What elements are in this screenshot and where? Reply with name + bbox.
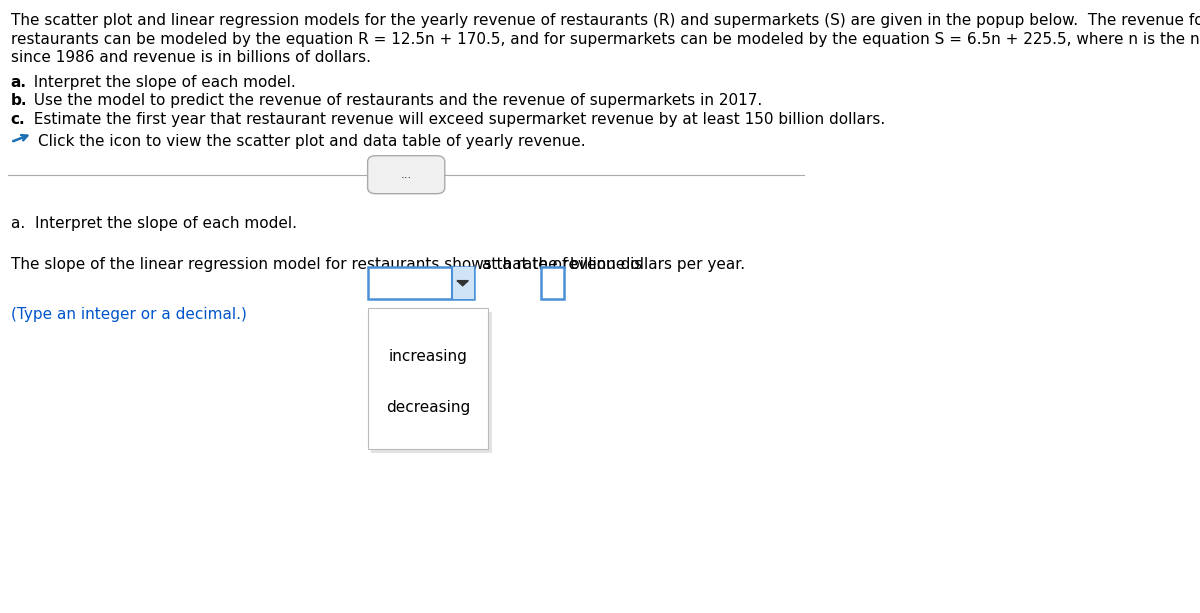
Text: a.  Interpret the slope of each model.: a. Interpret the slope of each model. — [11, 216, 296, 230]
FancyBboxPatch shape — [368, 267, 474, 299]
FancyBboxPatch shape — [368, 308, 488, 449]
Text: a.: a. — [11, 75, 26, 89]
Text: c.: c. — [11, 112, 25, 126]
FancyBboxPatch shape — [371, 312, 492, 453]
Text: increasing: increasing — [389, 349, 468, 364]
Text: The slope of the linear regression model for restaurants shows that the revenue : The slope of the linear regression model… — [11, 257, 642, 272]
Text: (Type an integer or a decimal.): (Type an integer or a decimal.) — [11, 306, 246, 321]
Polygon shape — [457, 281, 468, 286]
Text: Estimate the first year that restaurant revenue will exceed supermarket revenue : Estimate the first year that restaurant … — [24, 112, 886, 126]
Text: restaurants can be modeled by the equation R = 12.5n + 170.5, and for supermarke: restaurants can be modeled by the equati… — [11, 32, 1200, 47]
Text: b.: b. — [11, 93, 28, 108]
Text: Click the icon to view the scatter plot and data table of yearly revenue.: Click the icon to view the scatter plot … — [38, 134, 586, 148]
Text: billion dollars per year.: billion dollars per year. — [570, 257, 745, 272]
Text: decreasing: decreasing — [386, 400, 470, 414]
Text: The scatter plot and linear regression models for the yearly revenue of restaura: The scatter plot and linear regression m… — [11, 13, 1200, 28]
Text: at a rate of: at a rate of — [481, 257, 568, 272]
Text: Interpret the slope of each model.: Interpret the slope of each model. — [24, 75, 296, 89]
Text: Use the model to predict the revenue of restaurants and the revenue of supermark: Use the model to predict the revenue of … — [24, 93, 763, 108]
FancyBboxPatch shape — [541, 267, 564, 299]
FancyBboxPatch shape — [451, 267, 474, 299]
Text: ...: ... — [401, 168, 412, 181]
Text: since 1986 and revenue is in billions of dollars.: since 1986 and revenue is in billions of… — [11, 50, 371, 65]
FancyBboxPatch shape — [367, 156, 445, 194]
